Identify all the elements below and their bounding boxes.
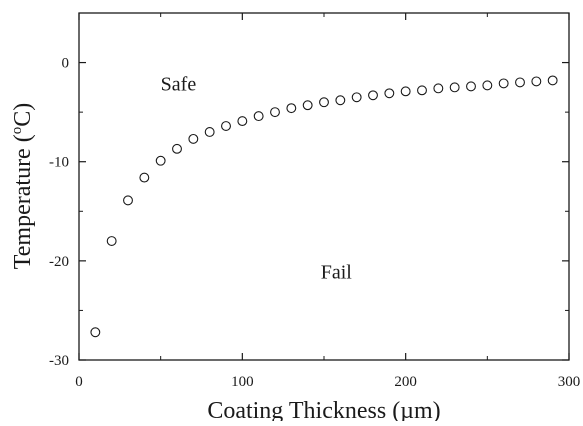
data-point [139,172,150,183]
data-point [286,103,297,114]
y-tick-label: -30 [49,353,69,369]
y-tick-label: 0 [62,56,70,72]
x-tick-label: 300 [558,374,581,390]
y-axis-label-pre: Temperature ( [10,134,36,269]
x-tick-label: 200 [394,374,417,390]
data-point [221,121,231,131]
data-point [335,95,346,106]
data-points [90,75,558,338]
data-point [433,83,444,94]
data-point [400,86,411,97]
y-tick-label: -10 [49,155,69,171]
data-point [417,85,427,96]
y-tick-label: -20 [49,254,69,270]
data-point [106,236,117,246]
data-point [172,143,182,154]
annotation-fail: Fail [321,262,353,284]
data-point [253,111,264,122]
data-point [237,116,248,127]
x-axis-label: Coating Thickness (µm) [207,398,440,421]
data-point [90,327,101,338]
y-axis-label-sup: o [9,127,25,135]
data-point [368,90,378,101]
data-point [319,97,329,108]
data-point [351,92,362,103]
y-axis-label-post: C) [10,103,36,127]
data-point [204,127,215,137]
tick-labels: 0 100 200 300 -30 -20 -10 0 [49,56,580,390]
annotations: Safe Fail [161,73,353,283]
annotation-safe: Safe [161,73,197,95]
data-point [466,81,476,92]
data-point [547,75,558,86]
data-point [531,76,542,87]
data-point [515,77,525,88]
data-point [188,133,199,144]
data-point [270,107,280,118]
data-point [302,100,313,111]
plot-frame [78,12,570,361]
data-point [384,88,395,99]
data-point [498,78,509,89]
x-tick-label: 100 [231,374,254,390]
data-point [449,82,460,93]
y-axis-label: Temperature (oC) [9,103,36,269]
axis-ticks [78,13,570,361]
data-point [123,195,133,206]
data-point [155,155,166,166]
data-point [482,80,493,91]
x-tick-label: 0 [75,374,83,390]
